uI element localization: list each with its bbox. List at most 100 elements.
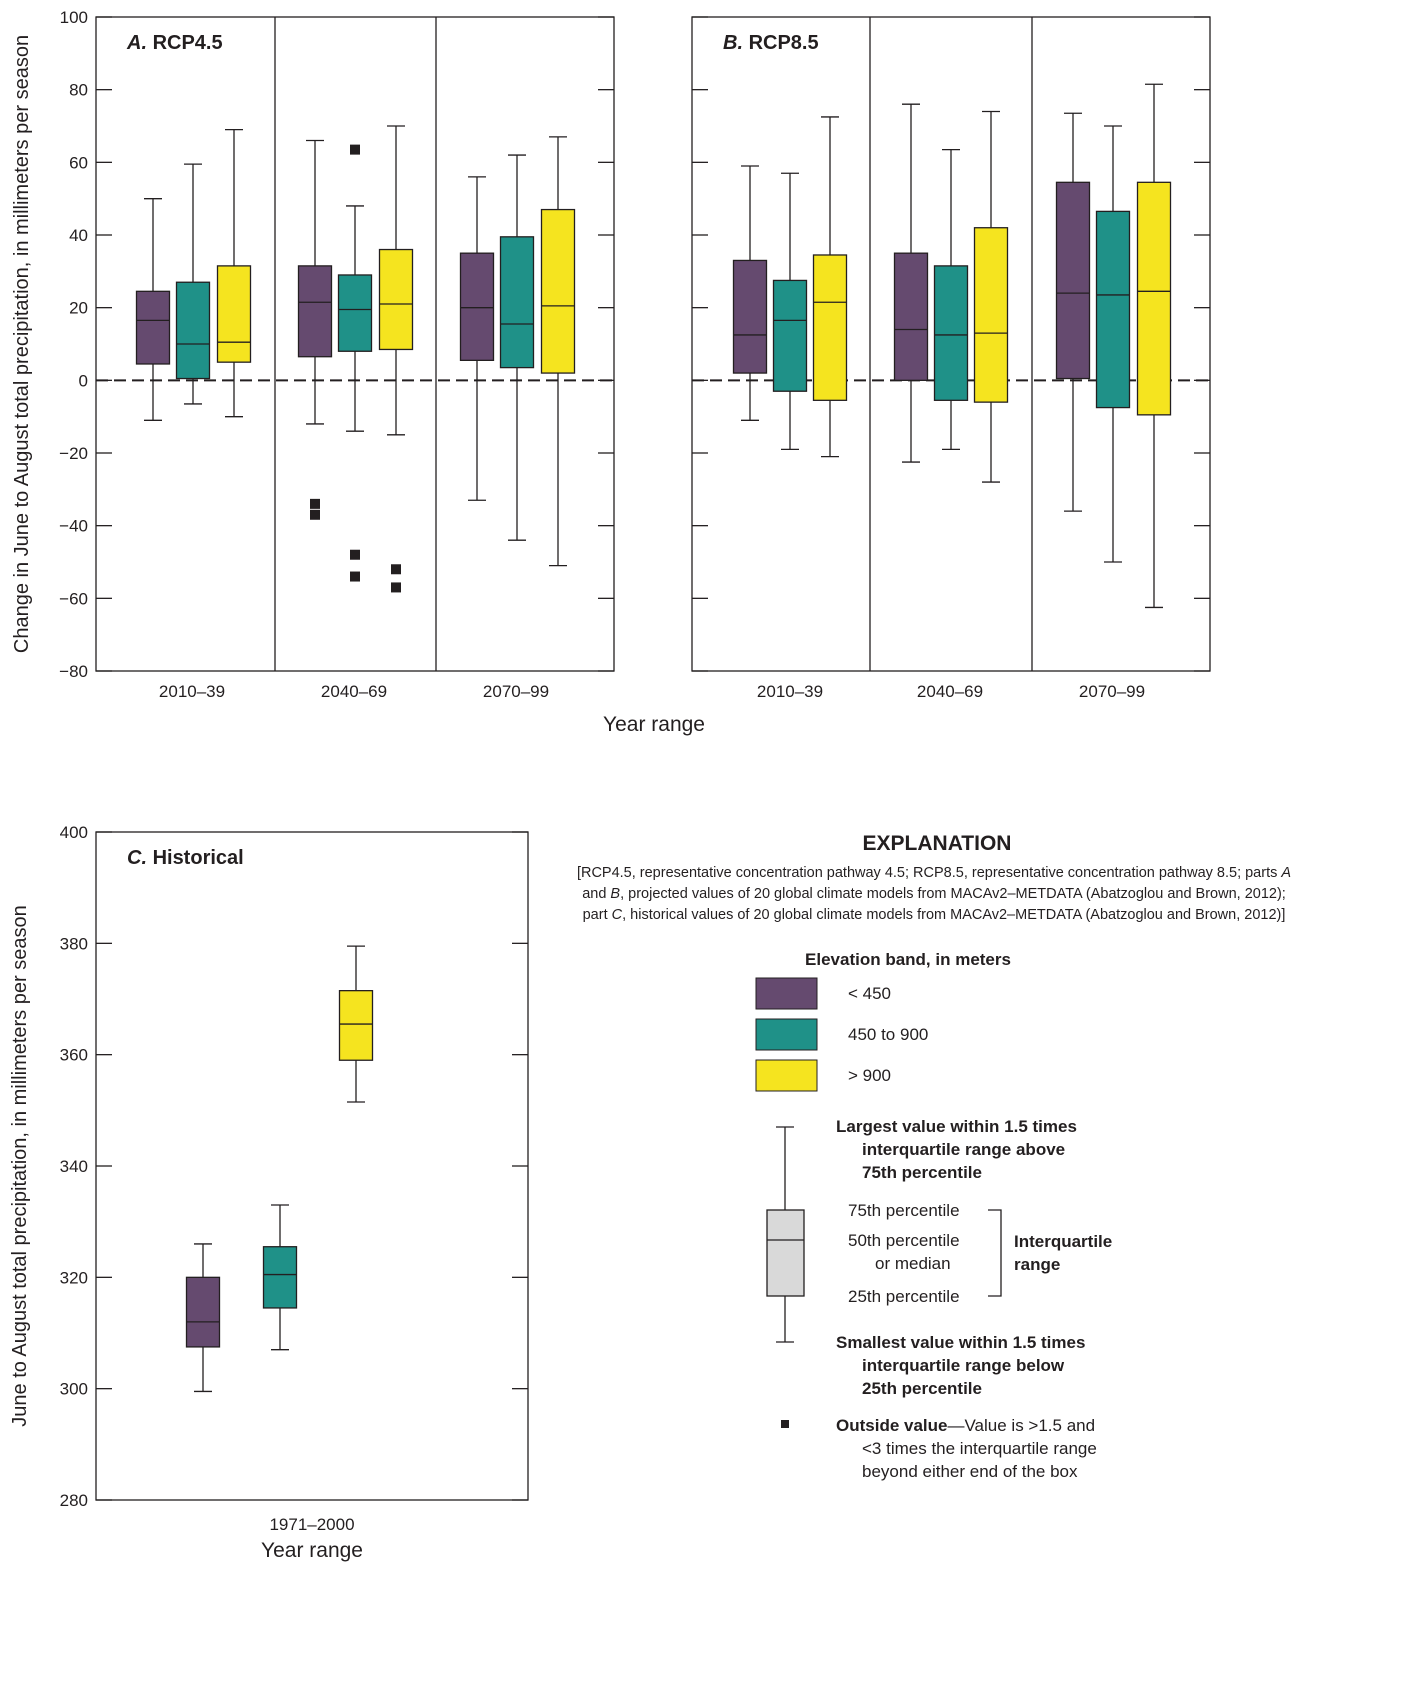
box--900-2070–99	[1136, 83, 1172, 609]
y-tick-label: 80	[69, 81, 88, 100]
smallest-label: interquartile range below	[862, 1356, 1065, 1375]
box--450-1971–2000	[185, 1243, 221, 1393]
iqr-box	[175, 281, 211, 380]
x-tick-label: 2070–99	[1079, 682, 1145, 701]
x-tick-label: 2010–39	[159, 682, 225, 701]
plot-frame	[95, 16, 615, 672]
iqr-box	[378, 248, 414, 351]
x-tick-label: 1971–2000	[269, 1515, 354, 1534]
legend-label-mid: 450 to 900	[848, 1025, 928, 1044]
outlier-point	[391, 582, 401, 593]
outside-bold: Outside value	[836, 1416, 947, 1435]
box-450-to-900-2070–99	[1095, 125, 1131, 563]
iqr-box	[1095, 210, 1131, 409]
y-tick-label: 400	[60, 823, 88, 842]
outlier-point	[350, 571, 360, 582]
panel-a: −80 −60 −40 −20 0 20 40 60 80 100 A. RCP4.5 2010–39…	[11, 8, 705, 736]
note-line-3: part C, historical values of 20 global c…	[583, 907, 1286, 923]
p75-label: 75th percentile	[848, 1201, 960, 1220]
p50-label: or median	[875, 1254, 951, 1273]
p25-label: 25th percentile	[848, 1287, 960, 1306]
largest-label: interquartile range above	[862, 1140, 1065, 1159]
note-line-1: [RCP4.5, representative concentration pa…	[577, 865, 1291, 881]
legend-label-high: > 900	[848, 1066, 891, 1085]
note-line-2: and B, projected values of 20 global cli…	[582, 886, 1286, 902]
legend-label-low: < 450	[848, 984, 891, 1003]
iqr-box	[337, 274, 373, 352]
iqr-box	[772, 279, 808, 392]
iqr-label: range	[1014, 1255, 1060, 1274]
iqr-box	[933, 265, 969, 401]
outside-label: beyond either end of the box	[862, 1462, 1078, 1481]
panel-letter: A.	[126, 32, 153, 54]
smallest-label: 25th percentile	[862, 1379, 982, 1398]
y-tick-label: 60	[69, 153, 88, 172]
outlier-point	[391, 564, 401, 575]
box--900-2010–39	[812, 116, 848, 458]
largest-label: Largest value within 1.5 times	[836, 1117, 1077, 1136]
note-text: , projected values of 20 global climate …	[620, 886, 1286, 902]
iqr-box	[459, 252, 495, 362]
outside-label: Outside value—Value is >1.5 and	[836, 1416, 1095, 1435]
outside-label: <3 times the interquartile range	[862, 1439, 1097, 1458]
legend-swatch-high	[755, 1059, 818, 1092]
box--450-2010–39	[135, 198, 171, 421]
panel-c: 280 300 320 340 360 380 400 C. Historical 1971–2…	[9, 823, 529, 1562]
iqr-box	[135, 290, 171, 365]
iqr-box	[732, 259, 768, 374]
iqr-box	[1136, 181, 1172, 416]
explanation-title: EXPLANATION	[863, 832, 1012, 855]
schematic-outlier	[781, 1420, 789, 1428]
iqr-box	[893, 252, 929, 381]
plot-frame	[691, 16, 1211, 672]
y-tick-label: 0	[79, 371, 88, 390]
note-italic: C	[612, 907, 623, 923]
note-text: and	[582, 886, 610, 902]
y-tick-label: 380	[60, 934, 88, 953]
box-450-to-900-2040–69	[337, 144, 373, 582]
outlier-point	[310, 498, 320, 509]
iqr-box	[973, 227, 1009, 403]
legend-swatch-mid	[755, 1018, 818, 1051]
note-italic: A	[1280, 865, 1291, 881]
iqr-box	[297, 265, 333, 358]
x-tick-label: 2070–99	[483, 682, 549, 701]
y-tick-label: −20	[59, 444, 88, 463]
box--450-2070–99	[1055, 112, 1091, 512]
panel-name: RCP8.5	[749, 32, 819, 54]
panel-name: RCP4.5	[153, 32, 223, 54]
y-axis-title: June to August total precipitation, in m…	[9, 905, 31, 1426]
outlier-point	[350, 144, 360, 155]
note-italic: B	[610, 886, 620, 902]
box-450-to-900-2010–39	[772, 172, 808, 451]
y-tick-label: 100	[60, 8, 88, 27]
schematic-box	[766, 1126, 1002, 1343]
iqr-box	[262, 1246, 298, 1309]
panel-letter: B.	[723, 32, 749, 54]
outlier-point	[310, 509, 320, 520]
iqr-label: Interquartile	[1014, 1232, 1112, 1251]
iqr-box	[216, 265, 252, 363]
legend-swatch-low	[755, 977, 818, 1010]
x-axis-title: Year range	[261, 1539, 363, 1562]
x-axis-title: Year range	[603, 713, 705, 736]
box--450-2010–39	[732, 165, 768, 421]
p50-label: 50th percentile	[848, 1231, 960, 1250]
box--900-2040–69	[973, 110, 1009, 483]
outside-text: —Value is >1.5 and	[947, 1416, 1095, 1435]
panel-title: C. Historical	[127, 847, 244, 869]
x-tick-label: 2040–69	[917, 682, 983, 701]
y-tick-label: −40	[59, 517, 88, 536]
box-450-to-900-1971–2000	[262, 1204, 298, 1351]
box-450-to-900-2010–39	[175, 163, 211, 405]
y-tick-label: 300	[60, 1380, 88, 1399]
panel-title: A. RCP4.5	[126, 32, 223, 54]
box--900-1971–2000	[338, 945, 374, 1103]
plots: −80 −60 −40 −20 0 20 40 60 80 100 A. RCP4.5 2010–39…	[9, 8, 1211, 1562]
panel-title: B. RCP8.5	[723, 32, 819, 54]
note-text: , historical values of 20 global climate…	[622, 907, 1285, 923]
note-text: [RCP4.5, representative concentration pa…	[577, 865, 1281, 881]
box--900-2040–69	[378, 125, 414, 593]
x-tick-label: 2010–39	[757, 682, 823, 701]
